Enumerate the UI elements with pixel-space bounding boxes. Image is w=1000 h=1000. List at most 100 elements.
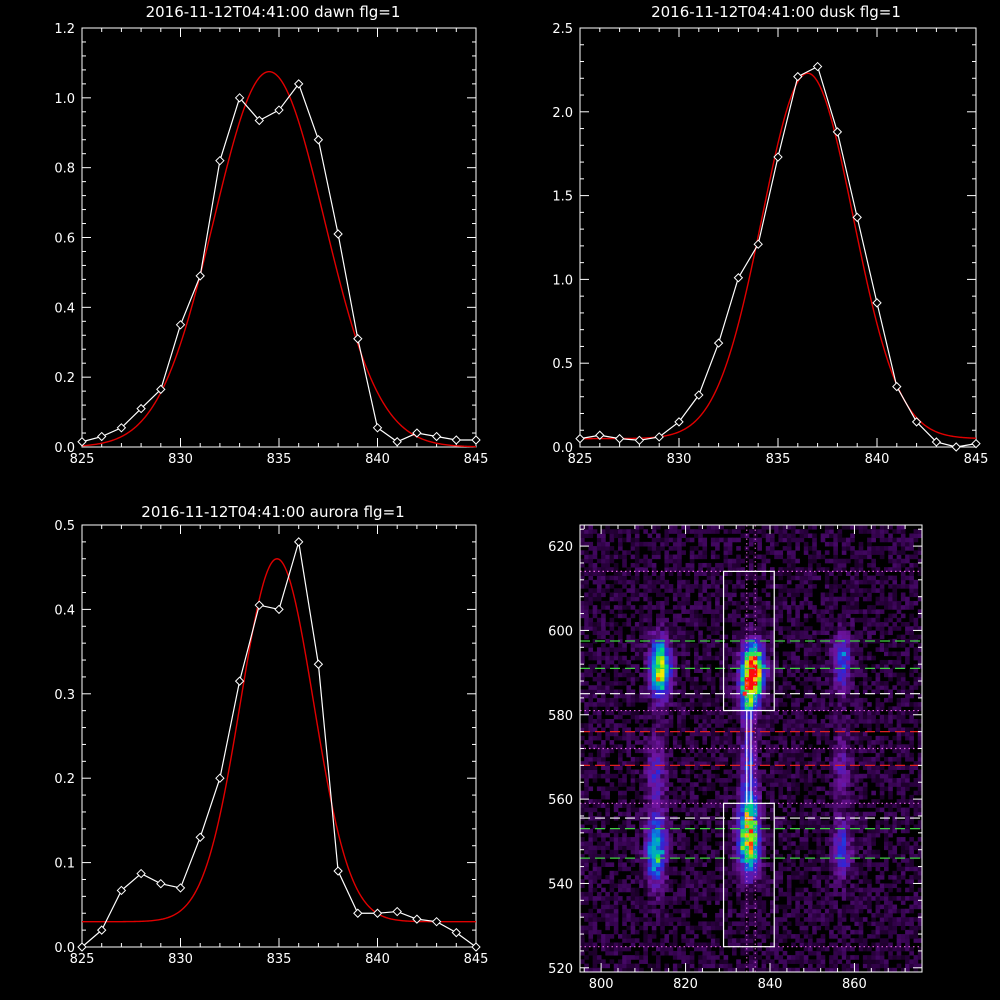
heatmap-pixel [685,942,691,948]
heatmap-pixel [630,778,636,783]
heatmap-pixel [854,887,860,893]
heatmap-pixel [791,735,796,741]
heatmap-pixel [727,689,733,695]
heatmap-pixel [808,651,813,657]
heatmap-pixel [710,959,716,964]
heatmap-pixel [647,963,653,969]
heatmap-pixel [715,799,720,804]
heatmap-pixel [829,659,834,665]
heatmap-pixel [630,697,636,703]
heatmap-pixel [812,811,817,817]
heatmap-pixel [748,647,754,652]
heatmap-pixel [660,794,665,800]
heatmap-pixel [596,647,602,652]
heatmap-pixel [715,963,720,969]
heatmap-pixel [630,799,636,804]
heatmap-pixel [706,710,712,716]
heatmap-pixel [761,643,767,648]
heatmap-pixel [900,727,906,733]
heatmap-pixel [829,643,834,648]
heatmap-pixel [736,887,741,893]
heatmap-pixel [833,946,838,952]
heatmap-pixel [757,638,762,644]
heatmap-pixel [867,832,872,838]
heatmap-pixel [694,794,699,800]
heatmap-pixel [846,744,851,749]
heatmap-pixel [618,643,623,648]
heatmap-pixel [584,702,589,707]
heatmap-pixel [618,963,623,969]
heatmap-pixel [820,887,826,893]
heatmap-pixel [668,782,674,787]
heatmap-pixel [681,807,686,813]
heatmap-pixel [643,849,648,855]
heatmap-pixel [664,740,670,745]
heatmap-pixel [677,634,682,640]
heatmap-pixel [706,731,712,737]
heatmap-pixel [770,735,775,741]
heatmap-pixel [719,824,724,830]
dawn-data-point [116,423,127,433]
heatmap-pixel [900,938,906,943]
heatmap-pixel [774,710,779,716]
heatmap-pixel [879,740,885,745]
heatmap-pixel [651,647,657,652]
heatmap-pixel [917,706,923,711]
heatmap-pixel [643,824,648,830]
heatmap-pixel [875,950,881,956]
heatmap-pixel [905,773,910,779]
heatmap-pixel [748,672,754,678]
heatmap-pixel [820,799,826,804]
heatmap-pixel [715,655,720,661]
heatmap-pixel [867,959,872,964]
heatmap-pixel [824,891,830,897]
heatmap-pixel [626,946,632,952]
heatmap-pixel [770,714,775,720]
heatmap-pixel [639,786,644,792]
heatmap-pixel [795,664,800,669]
heatmap-pixel [841,967,847,973]
heatmap-pixel [685,820,691,825]
heatmap-pixel [829,929,834,935]
heatmap-pixel [681,875,686,880]
heatmap-pixel [702,887,708,893]
heatmap-pixel [664,672,670,678]
heatmap-pixel [643,634,648,640]
heatmap-pixel [580,858,585,863]
heatmap-pixel [829,934,834,939]
heatmap-pixel [808,824,813,830]
heatmap-pixel [854,714,860,720]
heatmap-pixel [820,875,826,880]
heatmap-pixel [668,900,674,905]
heatmap-pixel [647,921,653,927]
heatmap-pixel [837,731,843,737]
heatmap-pixel [879,862,885,867]
heatmap-pixel [841,714,847,720]
heatmap-pixel [732,702,737,707]
heatmap-pixel [862,697,868,703]
heatmap-pixel [706,718,712,724]
heatmap-pixel [664,643,670,648]
heatmap-pixel [753,778,758,783]
heatmap-pixel [677,761,682,766]
heatmap-pixel [917,887,923,893]
heatmap-pixel [816,706,822,711]
heatmap-pixel [753,659,758,665]
heatmap-pixel [757,849,762,855]
heatmap-pixel [837,643,843,648]
heatmap-pixel [816,879,822,884]
heatmap-pixel [841,685,847,690]
heatmap-pixel [862,832,868,838]
dusk-data-point [832,127,843,137]
heatmap-pixel [677,955,682,960]
dusk-axes-frame [579,27,977,448]
heatmap-pixel [820,681,826,686]
heatmap-pixel [879,875,885,880]
heatmap-pixel [656,837,661,842]
heatmap-pixel [896,731,902,737]
heatmap-pixel [841,807,847,813]
heatmap-pixel [812,765,817,770]
dusk-data-point [694,390,704,400]
heatmap-pixel [592,651,598,657]
heatmap-pixel [580,950,585,956]
